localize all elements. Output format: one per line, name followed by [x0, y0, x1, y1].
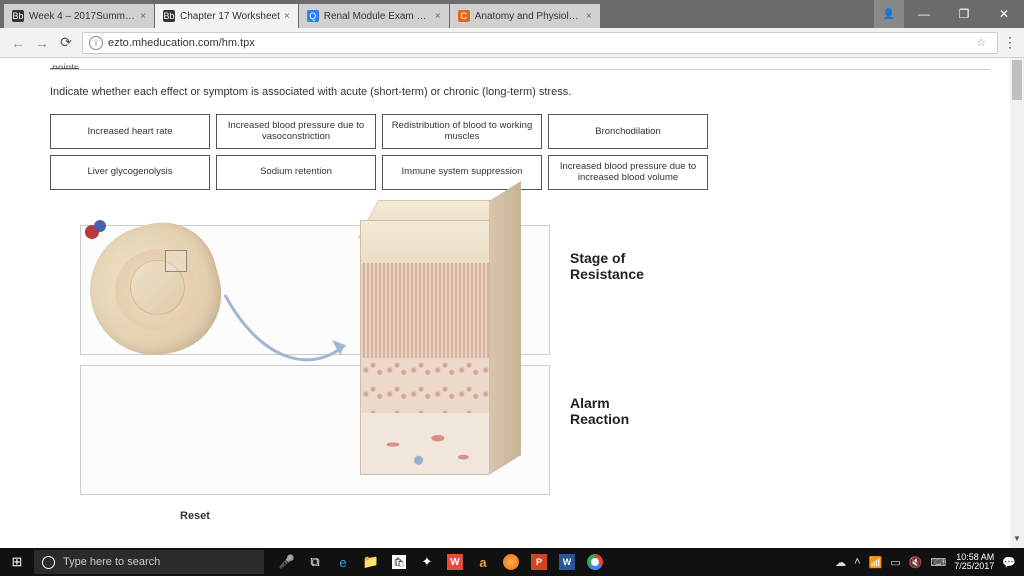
user-icon[interactable]: 👤 [874, 0, 904, 28]
tissue-block-illustration [360, 200, 530, 490]
tab-title: Renal Module Exam 1 Fla [324, 11, 431, 22]
chip-sodium-retention[interactable]: Sodium retention [216, 155, 376, 190]
taskbar-search[interactable]: Type here to search [34, 550, 264, 574]
chip-glycogenolysis[interactable]: Liver glycogenolysis [50, 155, 210, 190]
tab-week4[interactable]: Bb Week 4 – 2017SummerB × [4, 4, 154, 28]
mic-icon[interactable]: 🎤 [274, 550, 300, 574]
tray-up-icon[interactable]: ˄ [854, 556, 860, 568]
reload-button[interactable]: ⟳ [54, 34, 78, 51]
taskview-icon[interactable]: ⧉ [302, 550, 328, 574]
tab-chapter17[interactable]: Bb Chapter 17 Worksheet × [155, 4, 298, 28]
close-window-button[interactable]: ✕ [984, 0, 1024, 28]
label-alarm-reaction: Alarm Reaction [570, 395, 629, 427]
label-stage-of-resistance: Stage of Resistance [570, 250, 644, 282]
volume-icon[interactable]: 🔇 [909, 556, 923, 569]
chip-bronchodilation[interactable]: Bronchodilation [548, 114, 708, 149]
back-button[interactable]: ← [6, 35, 30, 51]
favicon-chegg-icon: C [458, 10, 470, 22]
browser-menu-button[interactable]: ⋮ [1002, 34, 1018, 51]
chip-heart-rate[interactable]: Increased heart rate [50, 114, 210, 149]
maximize-button[interactable]: ❐ [944, 0, 984, 28]
powerpoint-icon[interactable]: P [526, 550, 552, 574]
taskbar-clock[interactable]: 10:58 AM 7/25/2017 [954, 553, 994, 571]
tab-close-icon[interactable]: × [435, 11, 441, 22]
notifications-icon[interactable]: 💬 [1002, 556, 1016, 569]
tab-close-icon[interactable]: × [140, 11, 146, 22]
question-text: Indicate whether each effect or symptom … [50, 86, 974, 98]
wps-icon[interactable]: W [442, 550, 468, 574]
chip-blood-redistribution[interactable]: Redistribution of blood to working muscl… [382, 114, 542, 149]
amazon-icon[interactable]: a [470, 550, 496, 574]
tab-renal[interactable]: Q Renal Module Exam 1 Fla × [299, 4, 449, 28]
dropbox-icon[interactable]: ✦ [414, 550, 440, 574]
search-placeholder: Type here to search [63, 556, 160, 568]
clock-date: 7/25/2017 [954, 562, 994, 571]
chrome-icon[interactable] [582, 550, 608, 574]
address-bar: ← → ⟳ i ezto.mheducation.com/hm.tpx ☆ ⋮ [0, 28, 1024, 58]
cortana-ring-icon [42, 556, 55, 569]
tab-title: Chapter 17 Worksheet [180, 11, 280, 22]
site-info-icon[interactable]: i [89, 36, 103, 50]
chip-bp-volume[interactable]: Increased blood pressure due to increase… [548, 155, 708, 190]
diagram-area: Stage of Resistance Alarm Reaction [50, 220, 974, 510]
forward-button[interactable]: → [30, 35, 54, 51]
reset-button[interactable]: Reset [180, 510, 974, 522]
scroll-down-icon[interactable]: ▼ [1010, 534, 1024, 548]
minimize-button[interactable]: — [904, 0, 944, 28]
system-tray: ☁ ˄ 📶 ▭ 🔇 ⌨ 10:58 AM 7/25/2017 💬 [835, 553, 1024, 571]
bookmark-star-icon[interactable]: ☆ [971, 36, 991, 49]
browser-tab-strip: Bb Week 4 – 2017SummerB × Bb Chapter 17 … [0, 0, 1024, 28]
favicon-bb-icon: Bb [12, 10, 24, 22]
favicon-quizlet-icon: Q [307, 10, 319, 22]
page-viewport: 0.52 points Indicate whether each effect… [0, 58, 1024, 548]
battery-icon[interactable]: ▭ [890, 556, 900, 569]
zoom-arrow-icon [220, 290, 360, 380]
keyboard-icon[interactable]: ⌨ [930, 556, 946, 569]
tab-anatomy[interactable]: C Anatomy and Physiology × [450, 4, 600, 28]
taskbar-apps: 🎤 ⧉ e 📁 🛍 ✦ W a P W [274, 550, 608, 574]
tab-close-icon[interactable]: × [586, 11, 592, 22]
favicon-bb-icon: Bb [163, 10, 175, 22]
edge-icon[interactable]: e [330, 550, 356, 574]
tab-title: Week 4 – 2017SummerB [29, 11, 136, 22]
word-icon[interactable]: W [554, 550, 580, 574]
tab-title: Anatomy and Physiology [475, 11, 582, 22]
zoom-select-box [165, 250, 187, 272]
draggable-chips: Increased heart rate Increased blood pre… [50, 114, 850, 190]
url-text: ezto.mheducation.com/hm.tpx [108, 37, 255, 49]
points-label: 0.52 points [50, 63, 79, 70]
chip-bp-vasoconstriction[interactable]: Increased blood pressure due to vasocons… [216, 114, 376, 149]
network-icon[interactable]: 📶 [869, 556, 883, 569]
onedrive-icon[interactable]: ☁ [835, 556, 846, 569]
url-input[interactable]: i ezto.mheducation.com/hm.tpx ☆ [82, 32, 998, 54]
tab-close-icon[interactable]: × [284, 11, 290, 22]
window-controls: 👤 — ❐ ✕ [874, 0, 1024, 28]
firefox-icon[interactable] [498, 550, 524, 574]
file-explorer-icon[interactable]: 📁 [358, 550, 384, 574]
vertical-scrollbar[interactable]: ▲ ▼ [1010, 58, 1024, 548]
scroll-thumb[interactable] [1012, 60, 1022, 100]
windows-taskbar: ⊞ Type here to search 🎤 ⧉ e 📁 🛍 ✦ W a P … [0, 548, 1024, 576]
start-button[interactable]: ⊞ [0, 554, 34, 570]
store-icon[interactable]: 🛍 [386, 550, 412, 574]
